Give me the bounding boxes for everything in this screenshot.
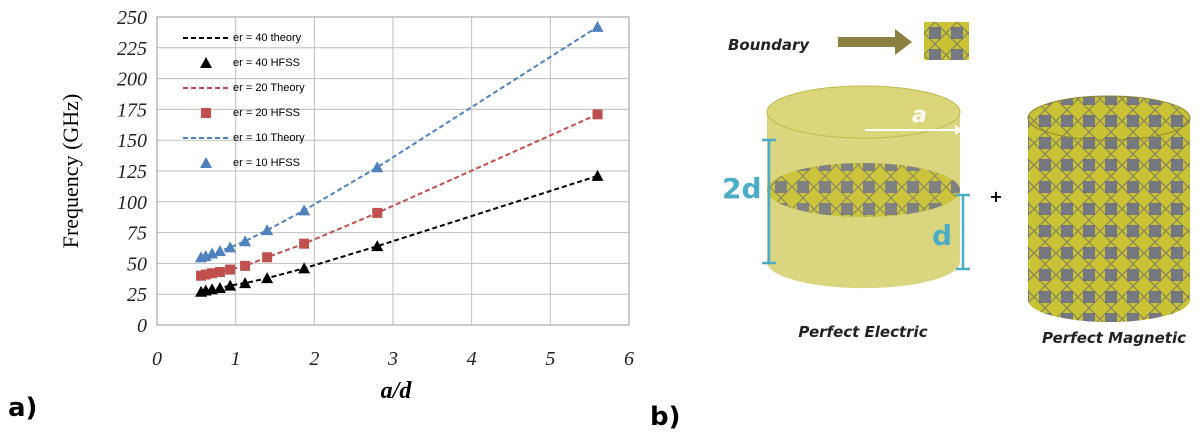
data-point (298, 204, 311, 216)
height-label: 2d (722, 172, 762, 205)
y-tick-label: 200 (117, 69, 147, 91)
data-point (239, 235, 252, 247)
data-point (214, 267, 225, 278)
data-point (262, 252, 273, 263)
legend-swatch (201, 108, 211, 118)
data-point (299, 238, 310, 249)
x-tick-label: 1 (231, 348, 241, 370)
legend-label: er = 40 HFSS (233, 57, 300, 69)
x-tick-label: 4 (467, 348, 477, 370)
y-tick-label: 125 (117, 161, 147, 183)
cylinder-pm (1028, 118, 1190, 322)
panel-label: a) (8, 393, 37, 423)
y-tick-label: 75 (127, 223, 147, 245)
x-tick-label: 3 (387, 348, 398, 370)
x-tick-label: 5 (545, 348, 555, 370)
cylinder-top (766, 85, 961, 139)
legend-label: er = 20 HFSS (233, 107, 300, 119)
boundary-plane (767, 163, 960, 217)
data-point (224, 279, 237, 291)
data-point (213, 245, 226, 257)
diagram: Boundary a 2d d + Perfect Electric Perfe… (722, 22, 1191, 347)
data-point (371, 161, 384, 173)
legend-label: er = 10 HFSS (233, 157, 300, 169)
legend-swatch (200, 157, 212, 168)
boundary-label: Boundary (728, 36, 810, 54)
plus: + (989, 187, 1002, 206)
data-point (224, 241, 237, 253)
y-tick-label: 0 (137, 315, 147, 337)
half-height-label: d (932, 219, 952, 252)
y-tick-label: 150 (117, 130, 147, 152)
data-point (207, 268, 218, 279)
data-point (213, 282, 226, 294)
data-point (261, 224, 274, 236)
boundary-tile (924, 22, 969, 60)
legend-label: er = 10 Theory (233, 132, 305, 144)
left-caption: Perfect Electric (798, 323, 927, 341)
data-point (371, 240, 384, 252)
x-tick-label: 0 (152, 348, 162, 370)
dimension-lines (762, 138, 970, 271)
y-tick-label: 225 (117, 38, 147, 60)
data-point (239, 277, 252, 289)
data-point (200, 269, 211, 280)
data-point (225, 264, 236, 275)
radius-label: a (912, 103, 927, 128)
legend-swatch (200, 57, 212, 68)
plot-frame (156, 16, 630, 326)
data-point (372, 207, 383, 218)
data-point (591, 20, 604, 32)
x-tick-label: 6 (624, 348, 634, 370)
y-tick-label: 100 (117, 192, 147, 214)
x-tick-label: 2 (309, 348, 319, 370)
data-point (240, 260, 251, 271)
data-point (298, 262, 311, 274)
y-tick-label: 50 (127, 253, 147, 275)
data-point (592, 109, 603, 120)
panel-label: b) (650, 402, 681, 432)
legend-label: er = 20 Theory (233, 82, 305, 94)
x-axis-label: a/d (381, 378, 413, 404)
y-tick-label: 250 (117, 7, 147, 29)
arrow (838, 29, 912, 55)
data-point (261, 272, 274, 284)
y-tick-label: 175 (117, 99, 147, 121)
right-caption: Perfect Magnetic (1042, 329, 1186, 347)
legend-label: er = 40 theory (233, 32, 302, 44)
cylinder-top (1027, 95, 1191, 141)
arrow-head (955, 125, 963, 135)
data-point (591, 169, 604, 181)
y-axis-label: Frequency (GHz) (58, 94, 83, 249)
y-tick-label: 25 (127, 284, 147, 306)
